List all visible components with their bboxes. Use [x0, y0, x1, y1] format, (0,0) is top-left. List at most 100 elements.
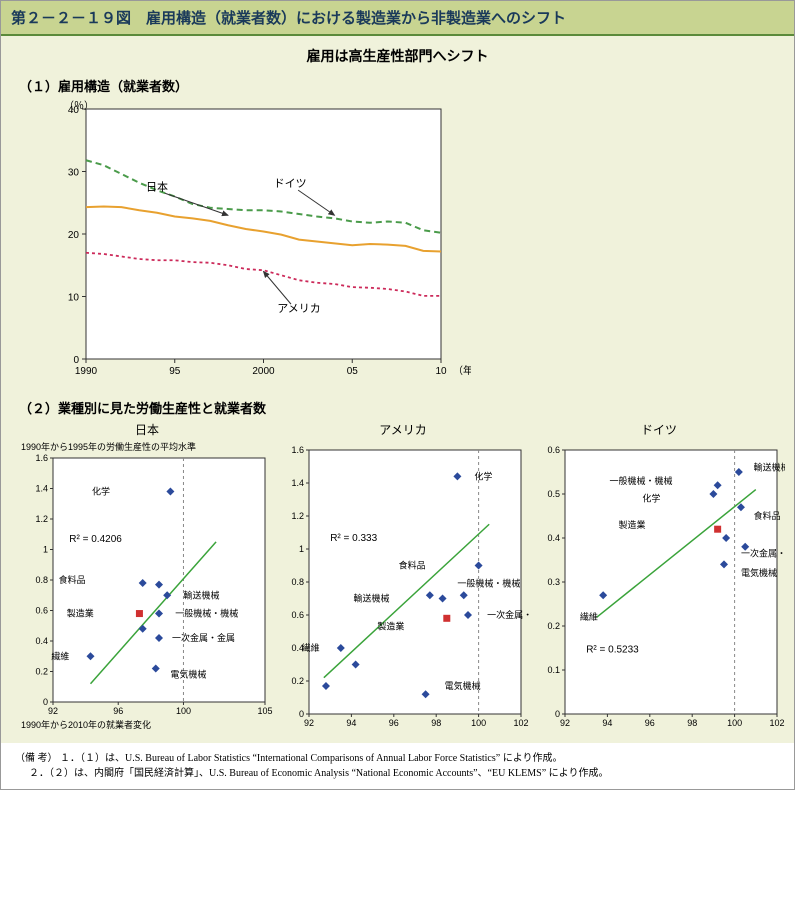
svg-text:食料品: 食料品: [59, 574, 86, 585]
svg-text:一次金属・金属: 一次金属・金属: [487, 609, 529, 620]
svg-text:0.2: 0.2: [291, 676, 304, 686]
scatter-usa: アメリカ 00.20.40.60.811.21.41.6929496981001…: [277, 421, 529, 735]
svg-text:繊維: 繊維: [580, 611, 598, 622]
scatter-japan: 日本 1990年から1995年の労働生産性の平均水準00.20.40.60.81…: [21, 421, 273, 735]
svg-text:0.6: 0.6: [547, 445, 560, 455]
figure-subtitle: 雇用は高生産性部門へシフト: [1, 36, 794, 72]
svg-text:30: 30: [68, 168, 80, 179]
svg-text:1.6: 1.6: [291, 445, 304, 455]
svg-text:（％）: （％）: [64, 100, 94, 112]
svg-text:0.1: 0.1: [547, 665, 560, 675]
svg-text:日本: 日本: [146, 179, 168, 193]
svg-text:一般機械・機械: 一般機械・機械: [457, 578, 520, 589]
svg-text:94: 94: [346, 718, 356, 728]
svg-text:96: 96: [389, 718, 399, 728]
svg-text:繊維: 繊維: [51, 650, 69, 661]
svg-text:1.2: 1.2: [35, 514, 48, 524]
svg-text:96: 96: [113, 706, 123, 716]
svg-text:電気機械: 電気機械: [170, 669, 206, 680]
svg-text:105: 105: [257, 706, 272, 716]
svg-text:電気機械: 電気機械: [741, 567, 777, 578]
svg-text:化学: 化学: [474, 470, 492, 481]
svg-text:1990年から2010年の就業者変化: 1990年から2010年の就業者変化: [21, 719, 151, 730]
svg-text:製造業: 製造業: [377, 621, 404, 632]
scatter-japan-title: 日本: [21, 421, 273, 438]
svg-text:98: 98: [431, 718, 441, 728]
svg-text:アメリカ: アメリカ: [277, 302, 320, 315]
svg-text:0.3: 0.3: [547, 577, 560, 587]
svg-text:R² = 0.333: R² = 0.333: [330, 533, 377, 544]
svg-text:0: 0: [73, 355, 79, 366]
svg-text:102: 102: [769, 718, 784, 728]
notes-prefix: （備 考）: [15, 753, 58, 764]
svg-text:輸送機械: 輸送機械: [754, 462, 785, 473]
figure-header: 第２－２－１９図 雇用構造（就業者数）における製造業から非製造業へのシフト: [1, 1, 794, 36]
svg-text:2000: 2000: [252, 366, 275, 377]
svg-text:100: 100: [471, 718, 486, 728]
svg-text:電気機械: 電気機械: [445, 680, 481, 691]
scatter-usa-title: アメリカ: [277, 421, 529, 438]
svg-text:食料品: 食料品: [754, 510, 781, 521]
figure-container: 第２－２－１９図 雇用構造（就業者数）における製造業から非製造業へのシフト 雇用…: [0, 0, 795, 790]
svg-text:0.5: 0.5: [547, 489, 560, 499]
scatter-usa-svg: 00.20.40.60.811.21.41.692949698100102R² …: [277, 440, 529, 730]
note-1: １．（１）は、U.S. Bureau of Labor Statistics “…: [60, 753, 563, 764]
line-chart-svg: 010203040（％）19909520000510（年）日本ドイツアメリカ: [41, 99, 471, 389]
svg-text:ドイツ: ドイツ: [274, 178, 307, 190]
scatter-japan-svg: 1990年から1995年の労働生産性の平均水準00.20.40.60.811.2…: [21, 440, 273, 730]
svg-text:1.6: 1.6: [35, 453, 48, 463]
scatter-row: 日本 1990年から1995年の労働生産性の平均水準00.20.40.60.81…: [1, 421, 794, 743]
figure-notes: （備 考） １．（１）は、U.S. Bureau of Labor Statis…: [1, 743, 794, 789]
svg-text:05: 05: [347, 366, 359, 377]
svg-text:輸送機械: 輸送機械: [183, 589, 219, 600]
svg-text:100: 100: [176, 706, 191, 716]
svg-text:0.6: 0.6: [35, 606, 48, 616]
svg-text:95: 95: [169, 366, 181, 377]
svg-text:102: 102: [513, 718, 528, 728]
svg-text:10: 10: [435, 366, 447, 377]
svg-text:0.8: 0.8: [291, 577, 304, 587]
svg-text:化学: 化学: [92, 486, 110, 497]
line-chart-area: 010203040（％）19909520000510（年）日本ドイツアメリカ: [21, 99, 794, 394]
svg-text:輸送機械: 輸送機械: [354, 593, 390, 604]
svg-text:1990: 1990: [75, 366, 98, 377]
svg-text:0.4: 0.4: [547, 533, 560, 543]
svg-text:製造業: 製造業: [67, 608, 94, 619]
svg-text:製造業: 製造業: [619, 519, 646, 530]
svg-text:10: 10: [68, 293, 80, 304]
svg-text:92: 92: [304, 718, 314, 728]
svg-text:化学: 化学: [642, 492, 660, 503]
svg-text:0.4: 0.4: [35, 636, 48, 646]
svg-text:94: 94: [602, 718, 612, 728]
svg-text:繊維: 繊維: [302, 642, 320, 653]
svg-text:1.4: 1.4: [35, 484, 48, 494]
svg-text:0.2: 0.2: [35, 667, 48, 677]
section2-title: （２）業種別に見た労働生産性と就業者数: [1, 394, 794, 421]
svg-text:一次金属・金属: 一次金属・金属: [741, 547, 785, 558]
svg-text:20: 20: [68, 230, 80, 241]
svg-text:98: 98: [687, 718, 697, 728]
svg-text:（年）: （年）: [453, 364, 471, 377]
svg-text:96: 96: [645, 718, 655, 728]
section1-title: （１）雇用構造（就業者数）: [1, 72, 794, 99]
svg-text:0.8: 0.8: [35, 575, 48, 585]
svg-text:R² = 0.4206: R² = 0.4206: [69, 534, 122, 545]
svg-text:1990年から1995年の労働生産性の平均水準: 1990年から1995年の労働生産性の平均水準: [21, 441, 196, 452]
svg-text:一般機械・機械: 一般機械・機械: [175, 608, 238, 619]
svg-text:一次金属・金属: 一次金属・金属: [172, 632, 235, 643]
svg-text:1: 1: [43, 545, 48, 555]
svg-text:1.2: 1.2: [291, 511, 304, 521]
svg-text:0.6: 0.6: [291, 610, 304, 620]
svg-text:一般機械・機械: 一般機械・機械: [610, 475, 673, 486]
svg-text:R² = 0.5233: R² = 0.5233: [586, 644, 639, 655]
scatter-germany: ドイツ 00.10.20.30.40.50.692949698100102R² …: [533, 421, 785, 735]
svg-text:食料品: 食料品: [399, 560, 426, 571]
svg-text:1: 1: [299, 544, 304, 554]
svg-text:92: 92: [48, 706, 58, 716]
scatter-germany-svg: 00.10.20.30.40.50.692949698100102R² = 0.…: [533, 440, 785, 730]
svg-text:0.2: 0.2: [547, 621, 560, 631]
svg-text:92: 92: [560, 718, 570, 728]
svg-text:100: 100: [727, 718, 742, 728]
note-2: ２．（２）は、内閣府「国民経済計算」、U.S. Bureau of Econom…: [15, 766, 780, 781]
svg-text:1.4: 1.4: [291, 478, 304, 488]
